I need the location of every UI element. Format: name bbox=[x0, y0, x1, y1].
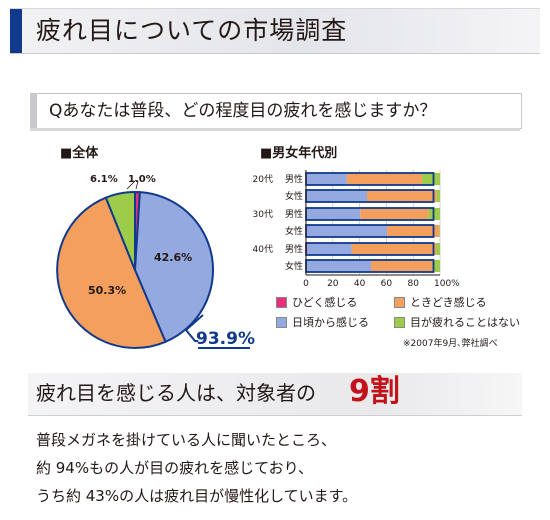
bar-segment-tokidoki bbox=[346, 173, 422, 185]
total-bracket-line bbox=[184, 314, 204, 342]
bar-x-tick-label: 100% bbox=[434, 279, 460, 289]
bar-segment-nai bbox=[433, 260, 440, 272]
bar-category-label: 男性 bbox=[285, 243, 303, 255]
bar-category-label: 女性 bbox=[285, 190, 303, 202]
conclusion-banner: 疲れ目を感じる人は、対象者の 9割 bbox=[28, 373, 522, 416]
bar-segment-nai bbox=[436, 190, 440, 202]
body-line-2: 約 94%もの人が目の疲れを感じており、 bbox=[36, 459, 314, 477]
bar-segment-higoro bbox=[307, 243, 352, 255]
header-banner: 疲れ目についての市場調査 bbox=[10, 8, 540, 54]
conclusion-emphasis: 9割 bbox=[349, 374, 400, 409]
bar-segment-higoro bbox=[306, 173, 347, 185]
bar-category-label: 女性 bbox=[285, 225, 303, 237]
legend-label-hidoku: ひどく感じる bbox=[292, 296, 358, 309]
overall-section-label: ■全体 bbox=[60, 146, 99, 161]
bar-x-tick-label: 80 bbox=[407, 279, 419, 289]
bar-category-label: 男性 bbox=[285, 173, 303, 185]
pie-label-hidoku: 1.0% bbox=[128, 174, 156, 185]
pie-slice-nai bbox=[104, 191, 136, 271]
bar-category-label: 男性 bbox=[285, 208, 303, 220]
page-title: 疲れ目についての市場調査 bbox=[36, 16, 348, 45]
legend-label-nai: 目が疲れることはない bbox=[410, 316, 520, 329]
bar-segment-nai bbox=[439, 225, 440, 237]
bar-x-tick-label: 20 bbox=[327, 279, 339, 289]
bar-segment-nai bbox=[435, 243, 440, 255]
by-age-section-label: ■男女年代別 bbox=[260, 146, 338, 161]
body-line-1: 普段メガネを掛けている人に聞いたところ、 bbox=[36, 431, 337, 449]
overall-pie-chart: 6.1% 1.0% 42.6% 50.3% 93.9% bbox=[56, 174, 255, 349]
pie-leader-line-hidoku bbox=[135, 180, 139, 190]
bar-category-label: 女性 bbox=[285, 260, 303, 272]
question-box: Qあなたは普段、どの程度目の疲れを感じますか？ bbox=[30, 93, 522, 129]
pie-slice-tokidoki bbox=[56, 196, 167, 349]
header-accent-bar bbox=[10, 9, 22, 53]
legend-swatch-hidoku bbox=[276, 297, 287, 308]
bar-segment-higoro bbox=[306, 225, 388, 237]
bar-x-tick-label: 0 bbox=[303, 279, 309, 289]
pie-leader-line-nai bbox=[126, 179, 137, 190]
source-note: ※2007年9月､弊社調べ bbox=[403, 339, 498, 349]
bar-x-tick-label: 60 bbox=[381, 279, 393, 289]
bar-segment-tokidoki bbox=[370, 260, 434, 272]
bar-segment-tokidoki bbox=[366, 190, 437, 202]
question-underline bbox=[30, 128, 520, 131]
conclusion-text: 疲れ目を感じる人は、対象者の bbox=[36, 381, 316, 405]
pie-label-higoro: 42.6% bbox=[154, 251, 192, 264]
question-stripe bbox=[31, 94, 37, 128]
bar-x-tick-label: 40 bbox=[354, 279, 366, 289]
legend-swatch-tokidoki bbox=[394, 297, 405, 308]
pie-label-tokidoki: 50.3% bbox=[88, 284, 126, 297]
bar-group-label: 40代 bbox=[253, 244, 273, 255]
legend-swatch-nai bbox=[394, 317, 405, 328]
total-highlight: 93.9% bbox=[196, 329, 255, 349]
bar-segment-higoro bbox=[306, 190, 367, 202]
body-line-3: うち約 43%の人は疲れ目が慢性化しています。 bbox=[36, 487, 358, 505]
bar-segment-higoro bbox=[306, 260, 371, 272]
legend-swatch-higoro bbox=[276, 317, 287, 328]
bar-segment-tokidoki bbox=[387, 225, 440, 237]
legend-label-tokidoki: ときどき感じる bbox=[410, 296, 487, 309]
legend-label-higoro: 日頃から感じる bbox=[292, 316, 369, 329]
question-text: Qあなたは普段、どの程度目の疲れを感じますか？ bbox=[49, 101, 437, 121]
bar-segment-nai bbox=[421, 173, 440, 185]
pie-label-nai: 6.1% bbox=[90, 174, 118, 185]
bar-segment-tokidoki bbox=[351, 243, 436, 255]
bar-group-label: 20代 bbox=[253, 174, 273, 185]
bar-segment-higoro bbox=[306, 208, 361, 220]
bar-segment-tokidoki bbox=[360, 208, 429, 220]
bar-group-label: 30代 bbox=[253, 209, 273, 220]
